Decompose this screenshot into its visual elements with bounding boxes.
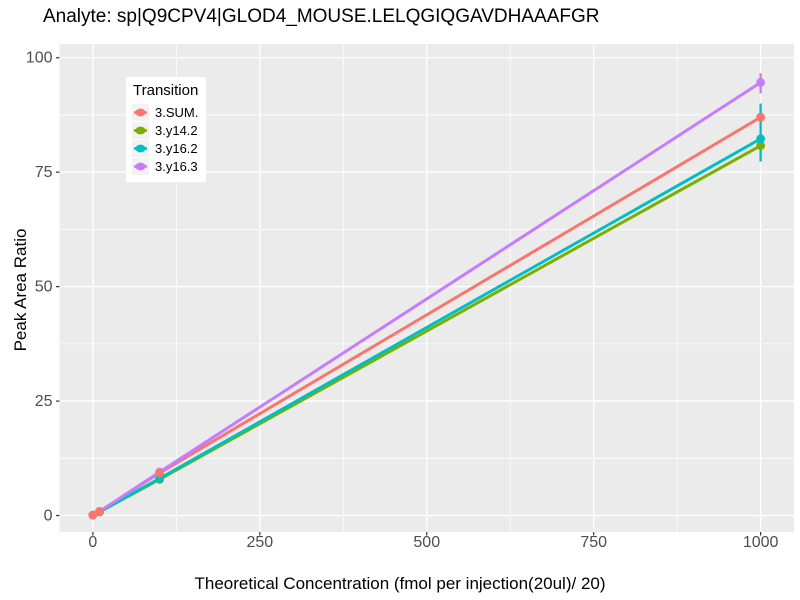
data-point (756, 78, 766, 87)
legend-item: 3.y16.2 (132, 139, 198, 157)
x-tick-label: 500 (413, 534, 440, 551)
x-tick-label: 250 (246, 534, 273, 551)
legend: Transition 3.SUM. 3.y14.2 3.y16.2 3.y16.3 (126, 77, 207, 182)
y-tick-label: 75 (35, 164, 53, 181)
data-point (756, 141, 766, 151)
legend-key-pointrange-icon (132, 139, 149, 157)
y-tick-label: 50 (35, 279, 53, 296)
data-point (756, 112, 766, 122)
legend-title: Transition (133, 82, 199, 99)
legend-item: 3.SUM. (132, 103, 198, 121)
legend-key-pointrange-icon (132, 103, 149, 121)
data-point (88, 510, 98, 520)
x-tick-label: 750 (580, 534, 607, 551)
y-tick-label: 100 (26, 50, 53, 67)
x-axis-title: Theoretical Concentration (fmol per inje… (194, 574, 606, 593)
legend-item-label: 3.SUM. (155, 104, 199, 120)
data-point (95, 506, 104, 516)
legend-item-label: 3.y16.3 (155, 158, 198, 174)
legend-item: 3.y14.2 (132, 121, 198, 139)
x-tick-label: 0 (88, 534, 97, 551)
legend-item-label: 3.y16.2 (155, 140, 198, 156)
data-point (756, 134, 766, 144)
data-point (155, 468, 165, 478)
legend-items: 3.SUM. 3.y14.2 3.y16.2 3.y16.3 (132, 103, 198, 175)
y-tick-label: 25 (35, 393, 53, 410)
legend-item-label: 3.y14.2 (155, 122, 198, 138)
y-axis-title: Peak Area Ratio (11, 228, 30, 352)
plot-title: Analyte: sp|Q9CPV4|GLOD4_MOUSE.LELQGIQGA… (43, 6, 600, 27)
legend-key-pointrange-icon (132, 157, 149, 175)
y-tick-label: 0 (44, 508, 53, 525)
x-tick-label: 1000 (743, 534, 779, 551)
legend-key-pointrange-icon (132, 121, 149, 139)
legend-item: 3.y16.3 (132, 157, 198, 175)
